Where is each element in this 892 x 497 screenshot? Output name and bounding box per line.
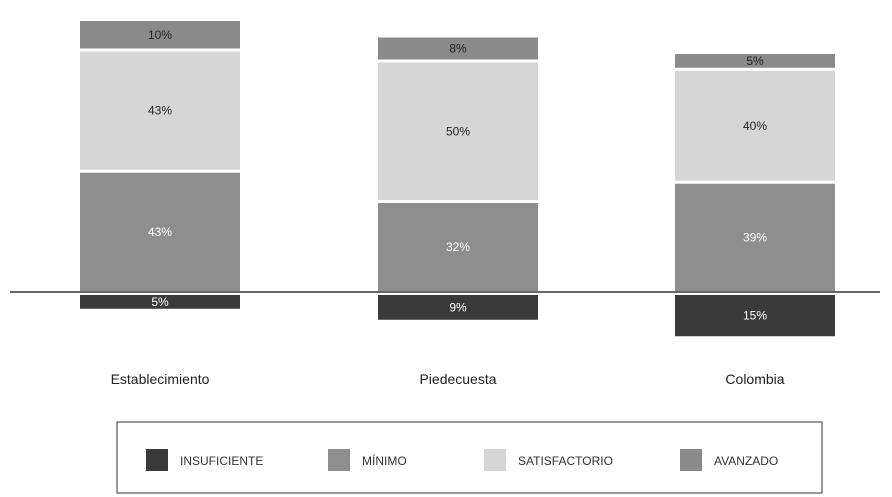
data-label-insuficiente-1: 5% bbox=[151, 295, 169, 309]
data-label-minimo-2: 32% bbox=[446, 240, 470, 254]
data-label-minimo-3: 39% bbox=[743, 230, 767, 244]
legend-label-minimo: MÍNIMO bbox=[362, 453, 407, 468]
legend-swatch-avanzado bbox=[680, 449, 702, 471]
bar-segment-insuficiente-2 bbox=[378, 295, 538, 320]
bar-segment-minimo-2 bbox=[378, 203, 538, 291]
legend-frame bbox=[116, 421, 823, 494]
bar-segment-insuficiente-3 bbox=[675, 295, 835, 337]
data-label-avanzado-1: 10% bbox=[148, 28, 172, 42]
legend-label-avanzado: AVANZADO bbox=[714, 454, 778, 468]
data-label-avanzado-2: 8% bbox=[449, 42, 467, 56]
data-label-satisfactorio-3: 40% bbox=[743, 119, 767, 133]
bar-segment-minimo-3 bbox=[675, 183, 835, 291]
bar-segment-avanzado-1 bbox=[80, 21, 240, 49]
legend-swatch-insuficiente bbox=[146, 449, 168, 471]
bar-segment-avanzado-3 bbox=[675, 54, 835, 68]
data-label-satisfactorio-1: 43% bbox=[148, 104, 172, 118]
data-label-avanzado-3: 5% bbox=[746, 54, 764, 68]
category-label-1: Establecimiento bbox=[111, 371, 210, 387]
bar-segment-satisfactorio-2 bbox=[378, 62, 538, 200]
bar-segment-satisfactorio-3 bbox=[675, 70, 835, 181]
bar-segment-satisfactorio-1 bbox=[80, 51, 240, 170]
bar-segment-avanzado-2 bbox=[378, 37, 538, 60]
data-label-satisfactorio-2: 50% bbox=[446, 124, 470, 138]
category-labels: Establecimiento Piedecuesta Colombia bbox=[111, 371, 785, 387]
bars-layer: 5% 43% 43% 10% 9% 32% 50% 8% 15% 39% 40% 5% bbox=[80, 21, 835, 337]
legend-swatch-satisfactorio bbox=[484, 449, 506, 471]
data-label-insuficiente-3: 15% bbox=[743, 309, 767, 323]
legend-label-insuficiente: INSUFICIENTE bbox=[180, 454, 263, 468]
legend-label-satisfactorio: SATISFACTORIO bbox=[518, 454, 613, 468]
category-label-3: Colombia bbox=[725, 371, 784, 387]
bar-segment-insuficiente-1 bbox=[80, 295, 240, 309]
bar-segment-minimo-1 bbox=[80, 172, 240, 291]
category-label-2: Piedecuesta bbox=[419, 371, 496, 387]
data-label-insuficiente-2: 9% bbox=[449, 300, 467, 314]
legend-swatch-minimo bbox=[328, 449, 350, 471]
legend: INSUFICIENTE MÍNIMO SATISFACTORIO AVANZADO bbox=[116, 421, 823, 494]
data-label-minimo-1: 43% bbox=[148, 225, 172, 239]
